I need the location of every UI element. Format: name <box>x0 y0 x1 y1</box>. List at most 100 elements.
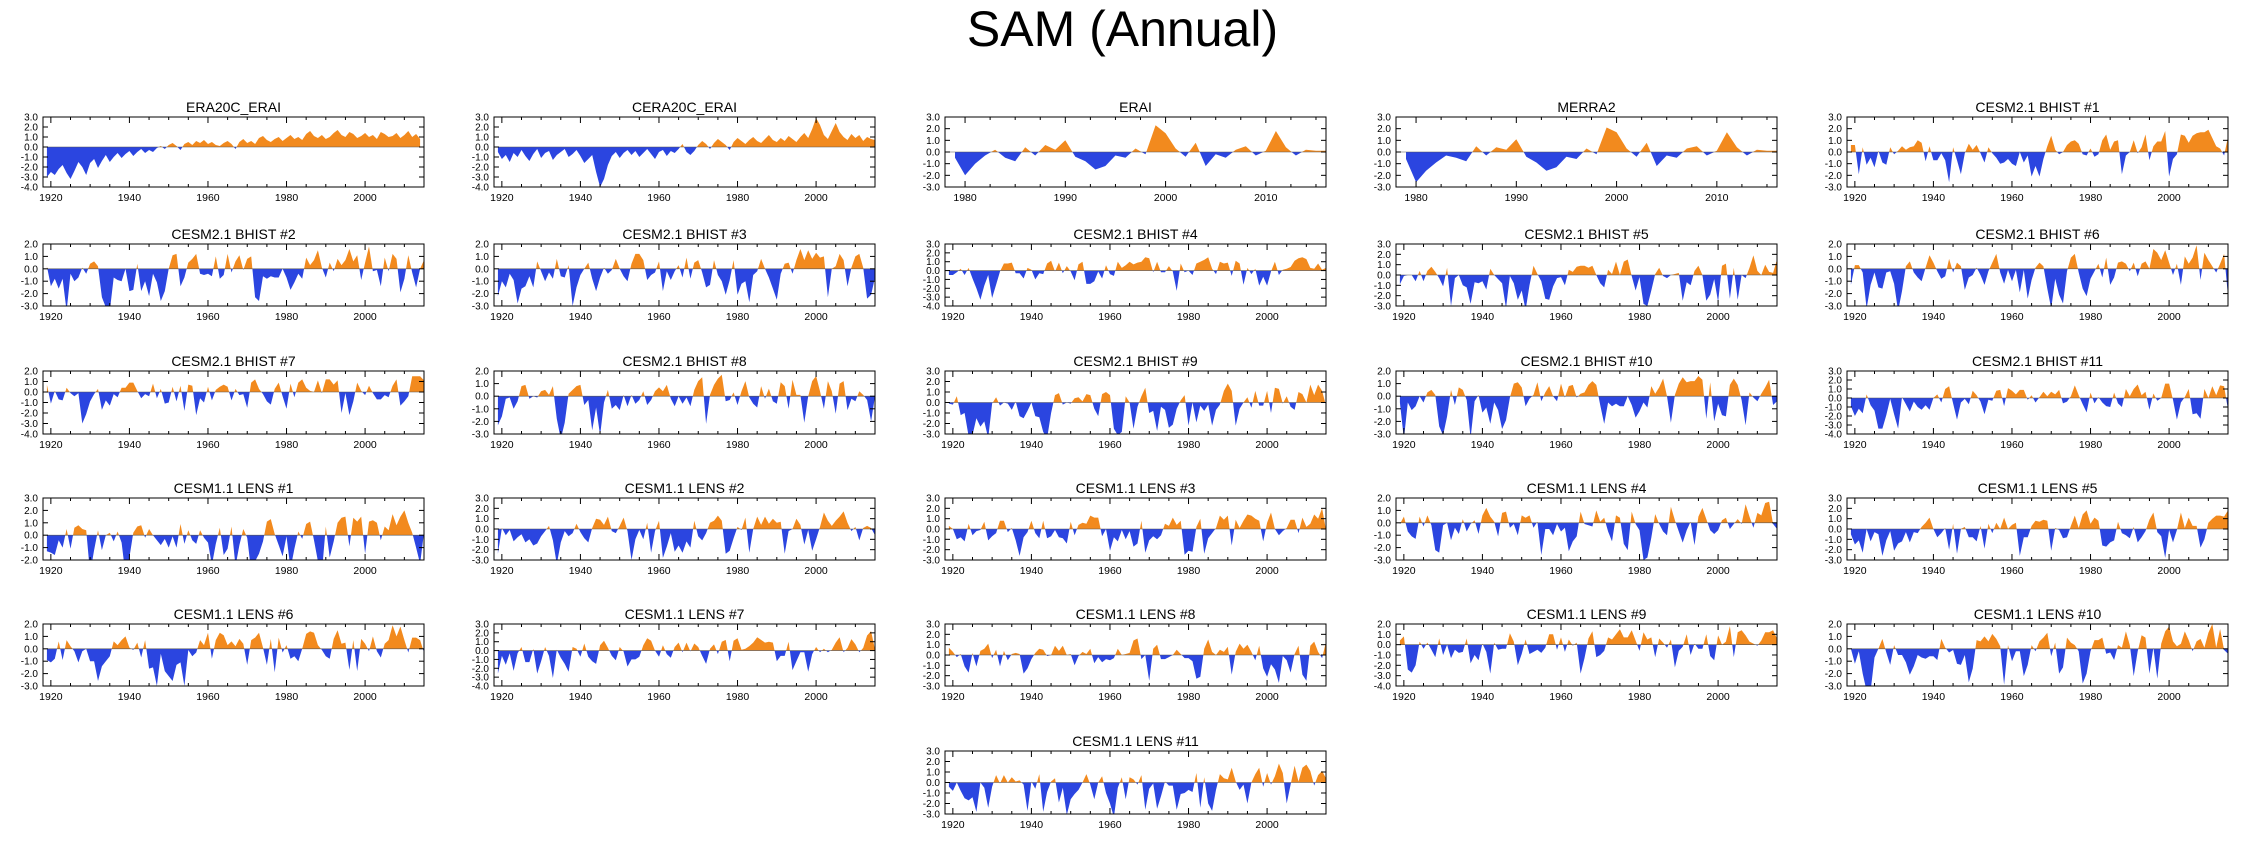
y-tick-label: -1.0 <box>923 661 941 672</box>
positive-area <box>1399 626 1777 645</box>
x-tick-label: 1960 <box>1549 311 1573 323</box>
y-tick-label: -2.0 <box>21 556 39 567</box>
x-tick-label: 1960 <box>196 311 220 323</box>
y-tick-label: -2.0 <box>1825 412 1843 423</box>
y-tick-label: -2.0 <box>1374 661 1392 672</box>
y-tick-label: -3.0 <box>923 293 941 304</box>
y-tick-label: 2.0 <box>926 757 940 768</box>
y-tick-label: 1.0 <box>475 379 489 390</box>
plot-frame <box>1846 370 2229 435</box>
x-tick-label: 1920 <box>490 311 514 323</box>
y-tick-label: -1.0 <box>21 543 39 554</box>
x-tick-label: 1980 <box>1628 311 1652 323</box>
y-tick-label: -2.0 <box>923 171 941 182</box>
y-tick-label: 0.0 <box>24 264 38 275</box>
y-tick-label: 2.0 <box>24 506 38 517</box>
y-tick-label: -2.0 <box>472 417 490 428</box>
panel-title: CERA20C_ERAI <box>632 99 737 115</box>
y-tick-label: 1.0 <box>475 637 489 648</box>
x-tick-label: 1960 <box>1549 439 1573 451</box>
panel-cesm1-1-lens-6: CESM1.1 LENS #6 2.01.00.0 -1.0-2.0 -3.01920… <box>21 606 425 703</box>
y-tick-label: 1.0 <box>475 252 489 263</box>
x-tick-label: 1920 <box>1843 565 1867 577</box>
panel-title: CESM1.1 LENS #5 <box>1978 480 2098 496</box>
panel-title: CESM2.1 BHIST #6 <box>1975 226 2099 242</box>
x-tick-label: 1940 <box>118 311 142 323</box>
x-tick-label: 2000 <box>804 565 828 577</box>
y-tick-label: 1.0 <box>1377 506 1391 517</box>
y-tick-label: -3.0 <box>472 556 490 567</box>
panel-title: CESM2.1 BHIST #10 <box>1520 353 1652 369</box>
plot-frame <box>42 497 425 561</box>
positive-area <box>46 376 424 392</box>
y-tick-label: 2.0 <box>475 628 489 639</box>
positive-area <box>536 249 864 269</box>
panel-cesm2-1-bhist-8: CESM2.1 BHIST #8 2.01.0 0.0-1.0 -2.0 -3.0192… <box>472 353 876 451</box>
y-tick-label: -4.0 <box>472 183 490 194</box>
panel-title: CESM1.1 LENS #8 <box>1076 606 1196 622</box>
positive-area <box>497 631 875 651</box>
y-tick-label: -2.0 <box>923 545 941 556</box>
x-tick-label: 1980 <box>275 691 299 703</box>
x-tick-label: 1920 <box>941 565 965 577</box>
y-tick-label: -1.0 <box>472 153 490 164</box>
negative-area <box>1850 648 2228 686</box>
y-tick-label: -2.0 <box>923 284 941 295</box>
plot-frame <box>1395 497 1778 561</box>
panel-cera20c-erai: CERA20C_ERAI 3.02.01.00.0-1.0-2.0-3.0-4.0… <box>472 99 876 204</box>
x-tick-label: 1920 <box>490 439 514 451</box>
panel-era20c-erai: ERA20C_ERAI3.02.01.00.0-1.0-2.0-3.0-4.01… <box>21 99 425 204</box>
positive-area <box>1854 245 2226 269</box>
panel-cesm1-1-lens-4: CESM1.1 LENS #4 2.01.00.0 -1.0-2.0 -3.01920… <box>1374 480 1778 577</box>
y-tick-label: 2.0 <box>926 248 940 259</box>
y-tick-label: -3.0 <box>1825 183 1843 194</box>
y-tick-label: 3.0 <box>1828 367 1842 378</box>
plot-frame <box>493 243 876 307</box>
x-tick-label: 1920 <box>39 565 63 577</box>
panel-title: CESM1.1 LENS #9 <box>1527 606 1647 622</box>
y-tick-label: 0.0 <box>475 392 489 403</box>
y-tick-label: -2.0 <box>1825 289 1843 300</box>
x-tick-label: 1920 <box>39 691 63 703</box>
y-tick-label: -2.0 <box>1374 291 1392 302</box>
x-tick-label: 1980 <box>275 192 299 204</box>
positive-area <box>1850 510 2228 529</box>
negative-area <box>948 402 1326 434</box>
y-tick-label: -1.0 <box>472 277 490 288</box>
x-tick-label: 1920 <box>1843 691 1867 703</box>
y-tick-label: -3.0 <box>923 183 941 194</box>
panel-cesm2-1-bhist-4: CESM2.1 BHIST #4 3.02.01.00.0-1.0-2.0-3.0… <box>923 226 1327 323</box>
y-tick-label: -1.0 <box>923 275 941 286</box>
x-tick-label: 1920 <box>39 439 63 451</box>
y-tick-label: 0.0 <box>1377 148 1391 159</box>
y-tick-label: 0.0 <box>926 525 940 536</box>
panel-cesm2-1-bhist-10: CESM2.1 BHIST #102.01.00.0-1.0-2.0-3.019… <box>1374 353 1778 451</box>
panel-cesm1-1-lens-10: CESM1.1 LENS #10 2.01.00.0 -1.0-2.0 -3.0192… <box>1825 606 2229 703</box>
y-tick-label: 0.0 <box>1377 271 1391 282</box>
negative-area <box>1850 152 2228 183</box>
y-tick-label: -1.0 <box>21 277 39 288</box>
y-tick-label: -3.0 <box>472 173 490 184</box>
y-tick-label: -1.0 <box>1374 404 1392 415</box>
plot-frame <box>1846 243 2229 307</box>
y-tick-label: -3.0 <box>1825 682 1843 693</box>
y-tick-label: 1.0 <box>24 252 38 263</box>
positive-area <box>46 510 424 536</box>
y-tick-label: -4.0 <box>21 430 39 441</box>
panel-title: CESM2.1 BHIST #8 <box>622 353 746 369</box>
y-tick-label: -2.0 <box>1825 545 1843 556</box>
y-tick-label: 0.0 <box>1377 518 1391 529</box>
y-tick-label: 0.0 <box>24 143 38 154</box>
negative-area <box>46 648 424 686</box>
x-tick-label: 1920 <box>941 311 965 323</box>
y-tick-label: 3.0 <box>24 113 38 124</box>
y-tick-label: -2.0 <box>923 671 941 682</box>
panel-title: CESM1.1 LENS #4 <box>1527 480 1647 496</box>
positive-area <box>497 118 875 147</box>
negative-area <box>1399 275 1777 306</box>
y-tick-label: 2.0 <box>475 504 489 515</box>
x-tick-label: 1990 <box>1505 192 1529 204</box>
y-tick-label: -1.0 <box>21 153 39 164</box>
panel-title: CESM1.1 LENS #11 <box>1072 733 1199 749</box>
